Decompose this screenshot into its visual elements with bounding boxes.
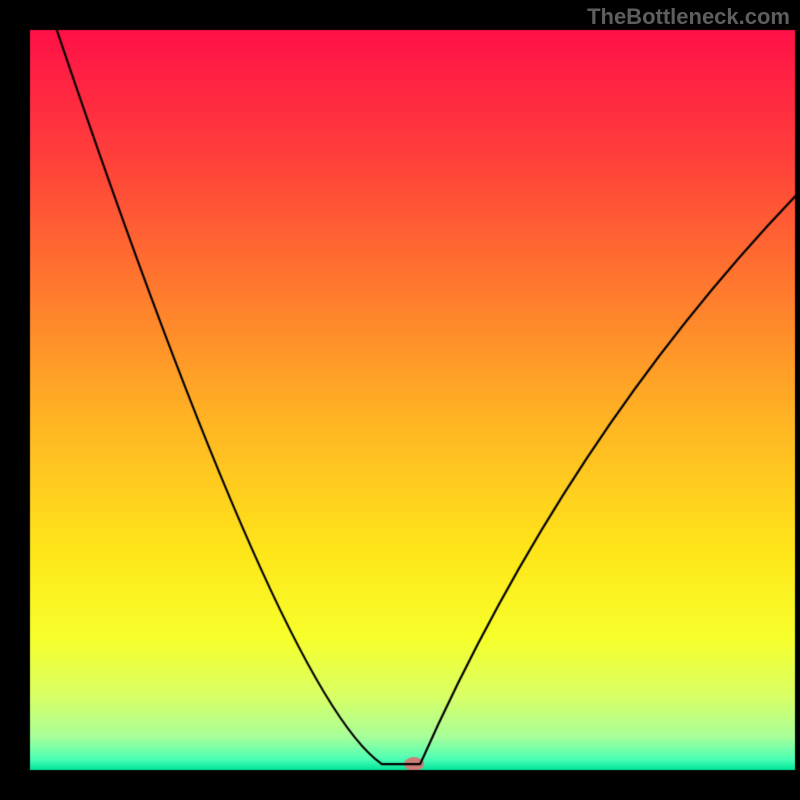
chart-stage: TheBottleneck.com	[0, 0, 800, 800]
watermark-label: TheBottleneck.com	[587, 4, 790, 30]
bottleneck-chart-canvas	[0, 0, 800, 800]
